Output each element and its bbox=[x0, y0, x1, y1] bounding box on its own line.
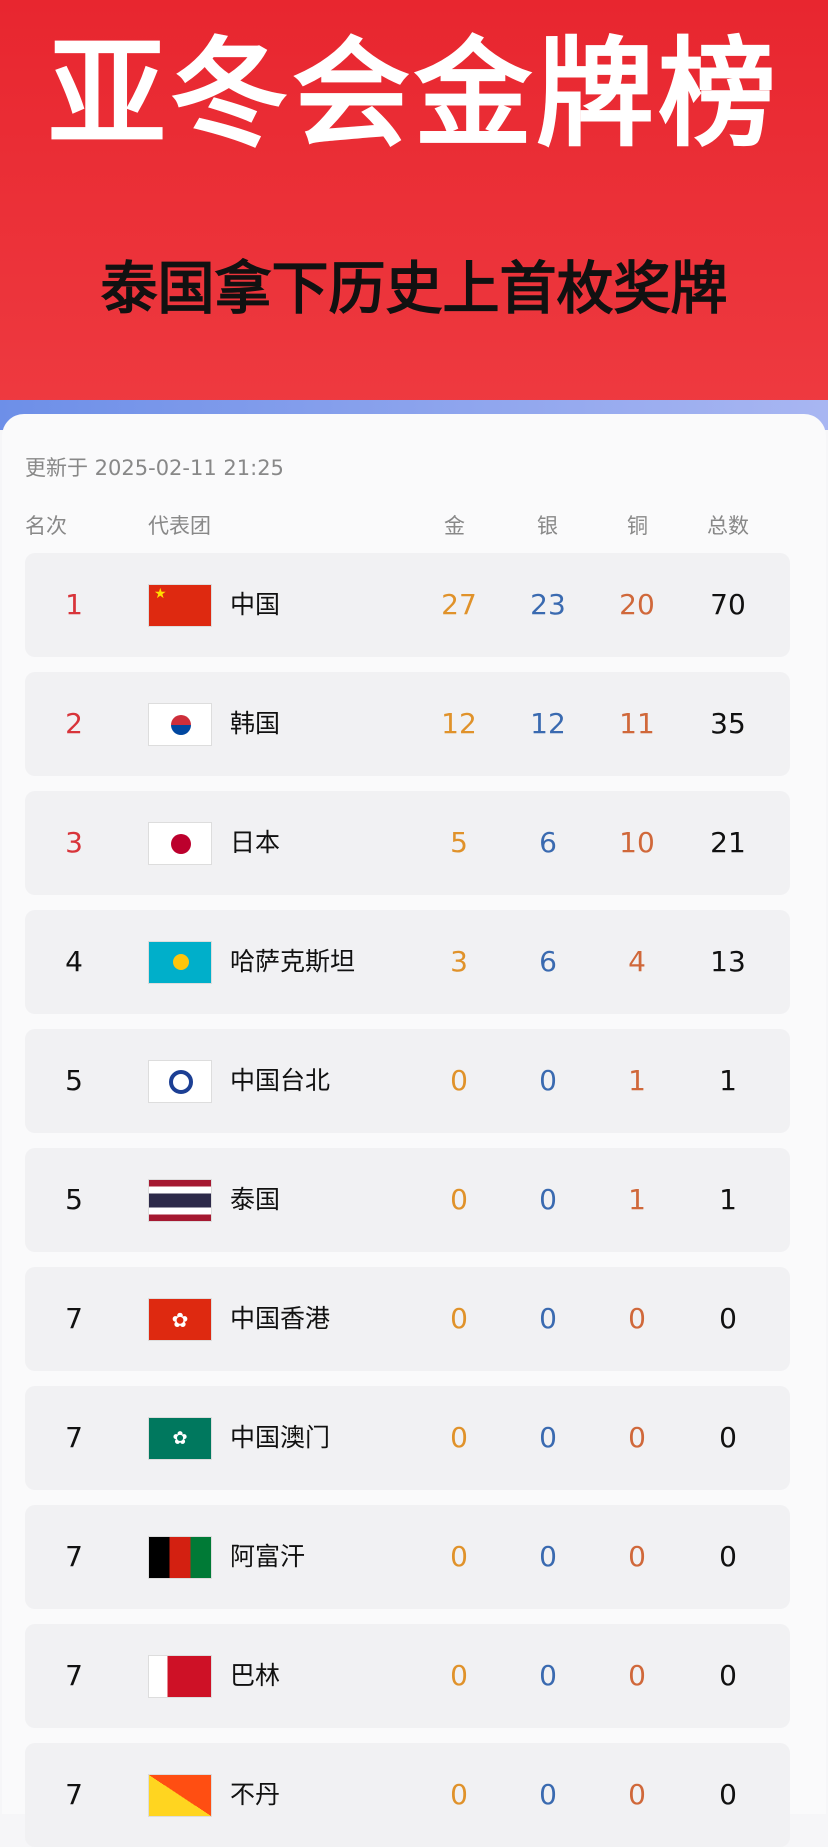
gold-count: 0 bbox=[450, 1183, 468, 1216]
page-subtitle: 泰国拿下历史上首枚奖牌 bbox=[100, 256, 728, 322]
total-count: 1 bbox=[719, 1064, 737, 1097]
table-row[interactable]: 7 不丹 0 0 0 0 bbox=[25, 1743, 790, 1847]
team-name: 韩国 bbox=[230, 709, 281, 738]
gold-count: 0 bbox=[450, 1064, 468, 1097]
table-row[interactable]: 7 巴林 0 0 0 0 bbox=[25, 1624, 790, 1728]
updated-timestamp: 更新于 2025-02-11 21:25 bbox=[25, 456, 284, 480]
total-count: 0 bbox=[719, 1659, 737, 1692]
bronze-count: 0 bbox=[628, 1540, 646, 1573]
total-count: 35 bbox=[710, 707, 746, 740]
gold-count: 12 bbox=[441, 707, 477, 740]
rank: 7 bbox=[65, 1302, 83, 1335]
macau-flag-icon: ✿ bbox=[148, 1417, 212, 1460]
rank: 3 bbox=[65, 826, 83, 859]
silver-count: 23 bbox=[530, 588, 566, 621]
silver-count: 0 bbox=[539, 1540, 557, 1573]
column-header-total: 总数 bbox=[707, 514, 749, 538]
rank: 4 bbox=[65, 945, 83, 978]
column-header-bronze: 铜 bbox=[627, 514, 648, 538]
team-name: 中国 bbox=[230, 590, 281, 619]
column-header-silver: 银 bbox=[537, 514, 558, 538]
bronze-count: 0 bbox=[628, 1302, 646, 1335]
column-header-gold: 金 bbox=[444, 514, 465, 538]
thailand-flag-icon bbox=[148, 1179, 212, 1222]
team-name: 中国澳门 bbox=[230, 1423, 331, 1452]
gold-count: 5 bbox=[450, 826, 468, 859]
team-name: 中国台北 bbox=[230, 1066, 331, 1095]
team-name: 中国香港 bbox=[230, 1304, 331, 1333]
total-count: 13 bbox=[710, 945, 746, 978]
silver-count: 6 bbox=[539, 945, 557, 978]
bhutan-flag-icon bbox=[148, 1774, 212, 1817]
silver-count: 0 bbox=[539, 1659, 557, 1692]
table-row[interactable]: 7 ✿ 中国香港 0 0 0 0 bbox=[25, 1267, 790, 1371]
rank: 7 bbox=[65, 1540, 83, 1573]
gold-count: 0 bbox=[450, 1302, 468, 1335]
afghanistan-flag-icon bbox=[148, 1536, 212, 1579]
team-name: 不丹 bbox=[230, 1780, 281, 1809]
japan-flag-icon bbox=[148, 822, 212, 865]
rank: 5 bbox=[65, 1064, 83, 1097]
rank: 7 bbox=[65, 1659, 83, 1692]
team-name: 日本 bbox=[230, 828, 281, 857]
header-banner: 亚冬会金牌榜 泰国拿下历史上首枚奖牌 bbox=[0, 0, 828, 412]
silver-count: 12 bbox=[530, 707, 566, 740]
table-row[interactable]: 1 ★ 中国 27 23 20 70 bbox=[25, 553, 790, 657]
table-row[interactable]: 5 泰国 0 0 1 1 bbox=[25, 1148, 790, 1252]
team-name: 泰国 bbox=[230, 1185, 281, 1214]
bronze-count: 0 bbox=[628, 1421, 646, 1454]
total-count: 21 bbox=[710, 826, 746, 859]
silver-count: 6 bbox=[539, 826, 557, 859]
gold-count: 0 bbox=[450, 1421, 468, 1454]
bronze-count: 10 bbox=[619, 826, 655, 859]
silver-count: 0 bbox=[539, 1183, 557, 1216]
total-count: 0 bbox=[719, 1302, 737, 1335]
table-row[interactable]: 7 阿富汗 0 0 0 0 bbox=[25, 1505, 790, 1609]
column-header-team: 代表团 bbox=[148, 514, 211, 538]
rank: 1 bbox=[65, 588, 83, 621]
silver-count: 0 bbox=[539, 1302, 557, 1335]
hong-kong-flag-icon: ✿ bbox=[148, 1298, 212, 1341]
rank: 7 bbox=[65, 1421, 83, 1454]
chinese-taipei-flag-icon bbox=[148, 1060, 212, 1103]
page-title: 亚冬会金牌榜 bbox=[47, 25, 780, 163]
total-count: 0 bbox=[719, 1540, 737, 1573]
team-name: 哈萨克斯坦 bbox=[230, 947, 356, 976]
south-korea-flag-icon bbox=[148, 703, 212, 746]
bronze-count: 4 bbox=[628, 945, 646, 978]
silver-count: 0 bbox=[539, 1064, 557, 1097]
gold-count: 3 bbox=[450, 945, 468, 978]
table-row[interactable]: 7 ✿ 中国澳门 0 0 0 0 bbox=[25, 1386, 790, 1490]
bahrain-flag-icon bbox=[148, 1655, 212, 1698]
kazakhstan-flag-icon bbox=[148, 941, 212, 984]
china-flag-icon: ★ bbox=[148, 584, 212, 627]
total-count: 1 bbox=[719, 1183, 737, 1216]
bronze-count: 11 bbox=[619, 707, 655, 740]
table-row[interactable]: 3 日本 5 6 10 21 bbox=[25, 791, 790, 895]
gold-count: 0 bbox=[450, 1659, 468, 1692]
bronze-count: 0 bbox=[628, 1659, 646, 1692]
rank: 7 bbox=[65, 1778, 83, 1811]
silver-count: 0 bbox=[539, 1778, 557, 1811]
table-row[interactable]: 5 中国台北 0 0 1 1 bbox=[25, 1029, 790, 1133]
bronze-count: 1 bbox=[628, 1183, 646, 1216]
silver-count: 0 bbox=[539, 1421, 557, 1454]
total-count: 70 bbox=[710, 588, 746, 621]
gold-count: 0 bbox=[450, 1540, 468, 1573]
gold-count: 0 bbox=[450, 1778, 468, 1811]
table-row[interactable]: 2 韩国 12 12 11 35 bbox=[25, 672, 790, 776]
rank: 2 bbox=[65, 707, 83, 740]
team-name: 阿富汗 bbox=[230, 1542, 306, 1571]
gold-count: 27 bbox=[441, 588, 477, 621]
bronze-count: 20 bbox=[619, 588, 655, 621]
rank: 5 bbox=[65, 1183, 83, 1216]
table-row[interactable]: 4 哈萨克斯坦 3 6 4 13 bbox=[25, 910, 790, 1014]
total-count: 0 bbox=[719, 1421, 737, 1454]
team-name: 巴林 bbox=[230, 1661, 281, 1690]
column-header-rank: 名次 bbox=[25, 514, 67, 538]
total-count: 0 bbox=[719, 1778, 737, 1811]
bronze-count: 1 bbox=[628, 1064, 646, 1097]
bronze-count: 0 bbox=[628, 1778, 646, 1811]
